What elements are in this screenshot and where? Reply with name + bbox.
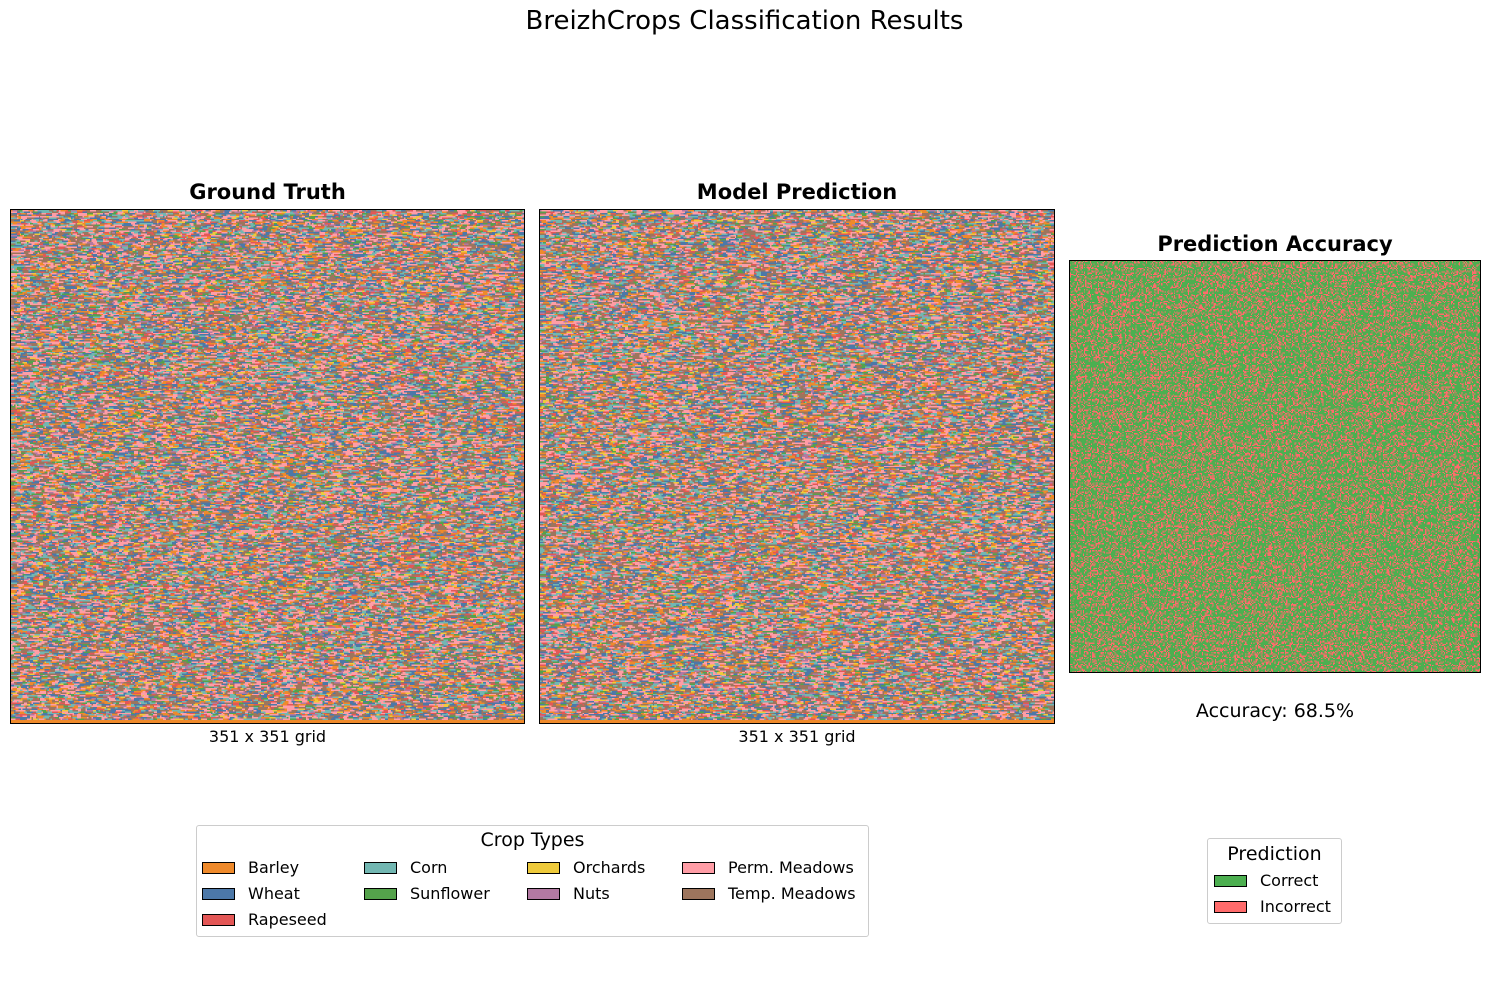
legend-label: Correct xyxy=(1260,871,1319,890)
ground-truth-xlabel: 351 x 351 grid xyxy=(208,727,327,746)
prediction-legend-title: Prediction xyxy=(1227,843,1322,865)
model-prediction-canvas xyxy=(540,210,1054,723)
legend-item-orchards: Orchards xyxy=(527,858,645,877)
rapeseed-swatch xyxy=(202,913,235,926)
legend-label: Perm. Meadows xyxy=(728,858,854,877)
ground-truth-title: Ground Truth xyxy=(189,180,346,204)
model-prediction-title: Model Prediction xyxy=(696,180,898,204)
legend-item-rapeseed: Rapeseed xyxy=(202,910,327,929)
prediction-accuracy-canvas xyxy=(1070,261,1480,672)
nuts-swatch xyxy=(527,887,560,900)
prediction-legend: Prediction Correct Incorrect xyxy=(1207,838,1342,924)
legend-label: Incorrect xyxy=(1260,897,1331,916)
model-prediction-map xyxy=(539,209,1055,724)
figure-title: BreizhCrops Classification Results xyxy=(525,6,964,36)
crop-types-legend-title: Crop Types xyxy=(480,829,585,851)
prediction-accuracy-title: Prediction Accuracy xyxy=(1157,232,1393,256)
legend-label: Wheat xyxy=(248,884,300,903)
legend-item-temp-meadows: Temp. Meadows xyxy=(682,884,856,903)
legend-item-barley: Barley xyxy=(202,858,299,877)
legend-label: Sunflower xyxy=(410,884,490,903)
prediction-accuracy-map xyxy=(1069,260,1481,673)
legend-item-sunflower: Sunflower xyxy=(364,884,490,903)
legend-item-incorrect: Incorrect xyxy=(1214,897,1331,916)
incorrect-swatch xyxy=(1214,900,1247,913)
legend-label: Barley xyxy=(248,858,300,877)
orchards-swatch xyxy=(527,861,560,874)
barley-swatch xyxy=(202,861,235,874)
legend-label: Rapeseed xyxy=(248,910,327,929)
legend-item-nuts: Nuts xyxy=(527,884,610,903)
corn-swatch xyxy=(364,861,397,874)
wheat-swatch xyxy=(202,887,235,900)
legend-label: Corn xyxy=(410,858,448,877)
temp-meadows-swatch xyxy=(682,887,715,900)
legend-item-wheat: Wheat xyxy=(202,884,300,903)
legend-item-correct: Correct xyxy=(1214,871,1318,890)
legend-label: Nuts xyxy=(573,884,610,903)
sunflower-swatch xyxy=(364,887,397,900)
perm-meadows-swatch xyxy=(682,861,715,874)
correct-swatch xyxy=(1214,874,1247,887)
ground-truth-canvas xyxy=(11,210,524,723)
legend-label: Orchards xyxy=(573,858,646,877)
legend-item-corn: Corn xyxy=(364,858,447,877)
crop-types-legend: Crop Types Barley Wheat Rapeseed Corn Su… xyxy=(196,825,869,937)
legend-item-perm-meadows: Perm. Meadows xyxy=(682,858,854,877)
ground-truth-map xyxy=(10,209,525,724)
legend-label: Temp. Meadows xyxy=(728,884,856,903)
accuracy-annotation: Accuracy: 68.5% xyxy=(1195,700,1355,722)
model-prediction-xlabel: 351 x 351 grid xyxy=(738,727,856,746)
